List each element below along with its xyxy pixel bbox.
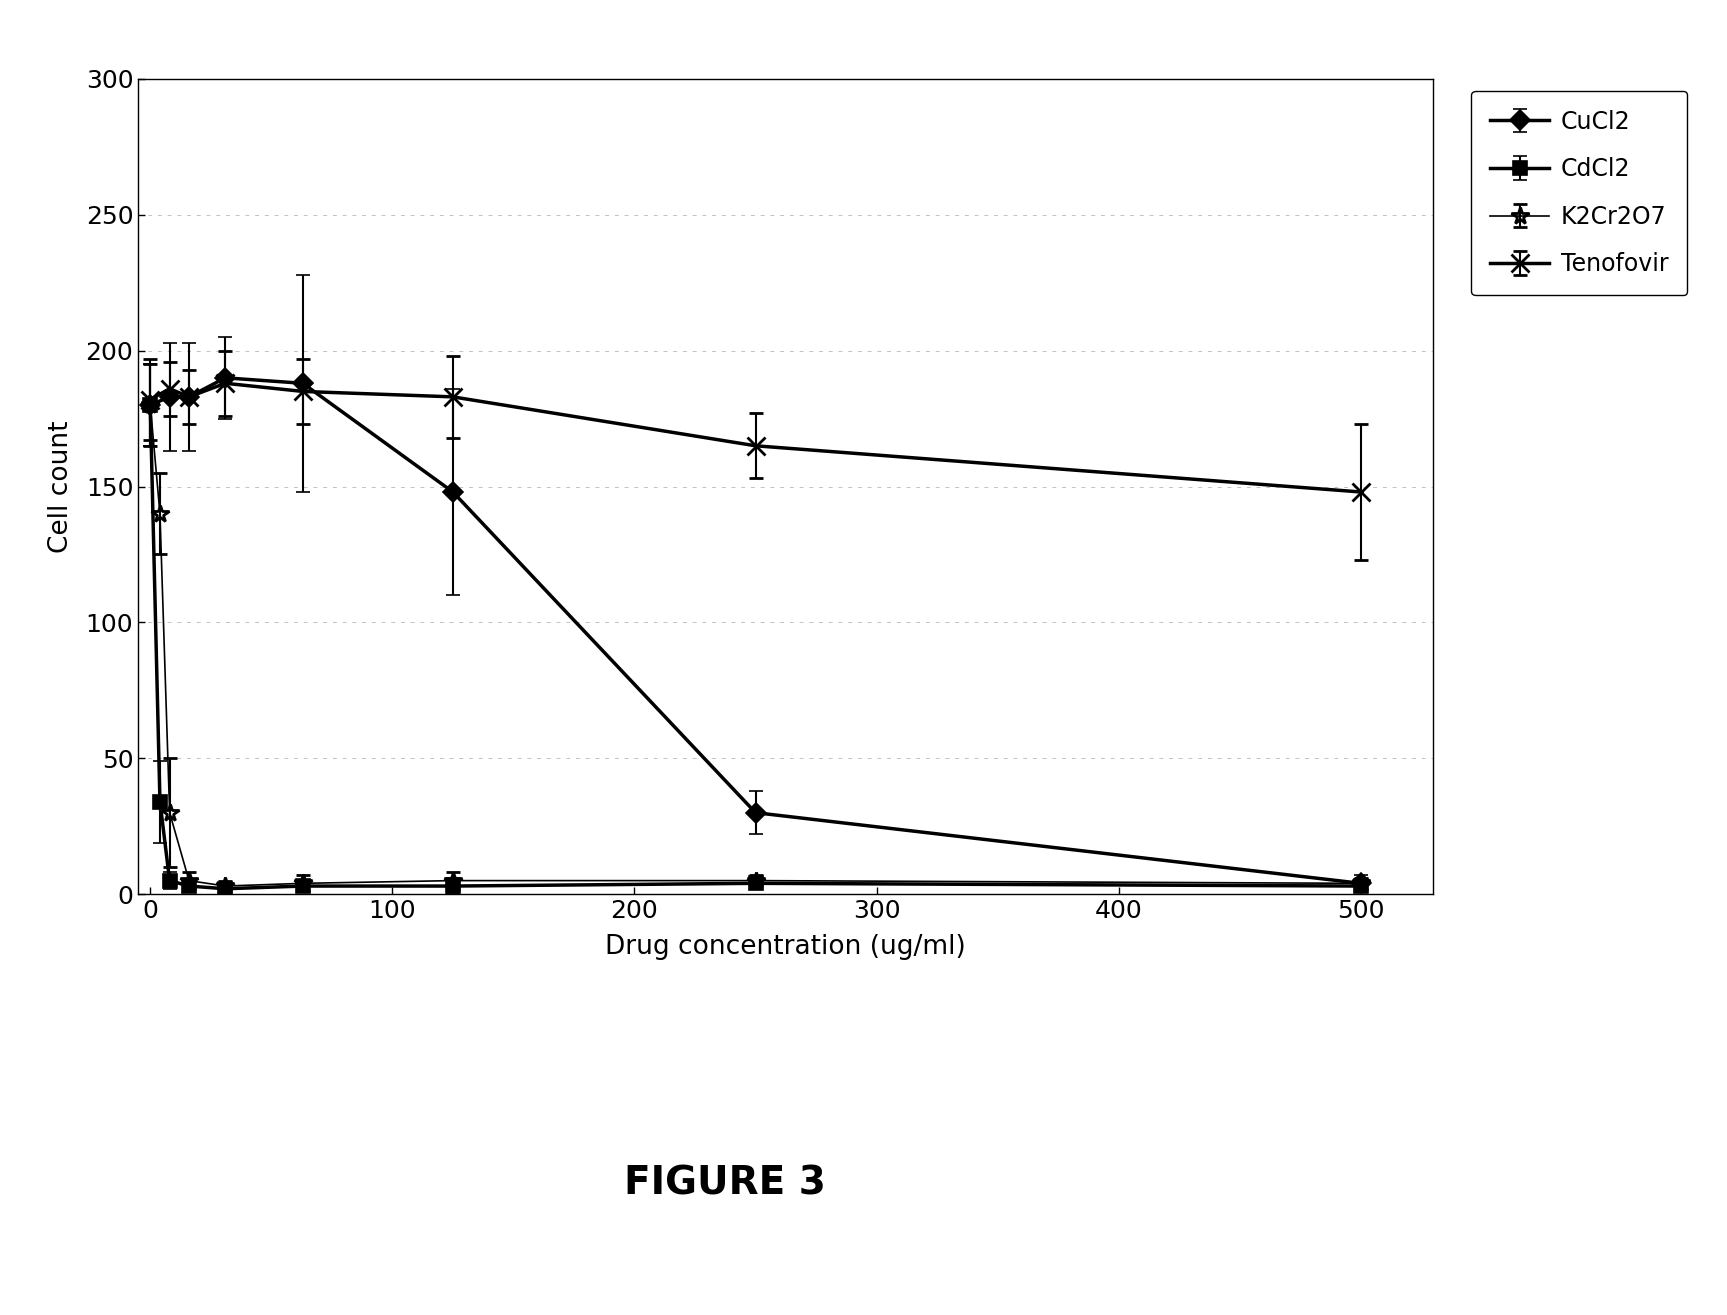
X-axis label: Drug concentration (ug/ml): Drug concentration (ug/ml)	[606, 934, 965, 960]
Text: FIGURE 3: FIGURE 3	[625, 1165, 826, 1202]
Legend: CuCl2, CdCl2, K2Cr2O7, Tenofovir: CuCl2, CdCl2, K2Cr2O7, Tenofovir	[1471, 91, 1687, 296]
Y-axis label: Cell count: Cell count	[48, 421, 74, 552]
